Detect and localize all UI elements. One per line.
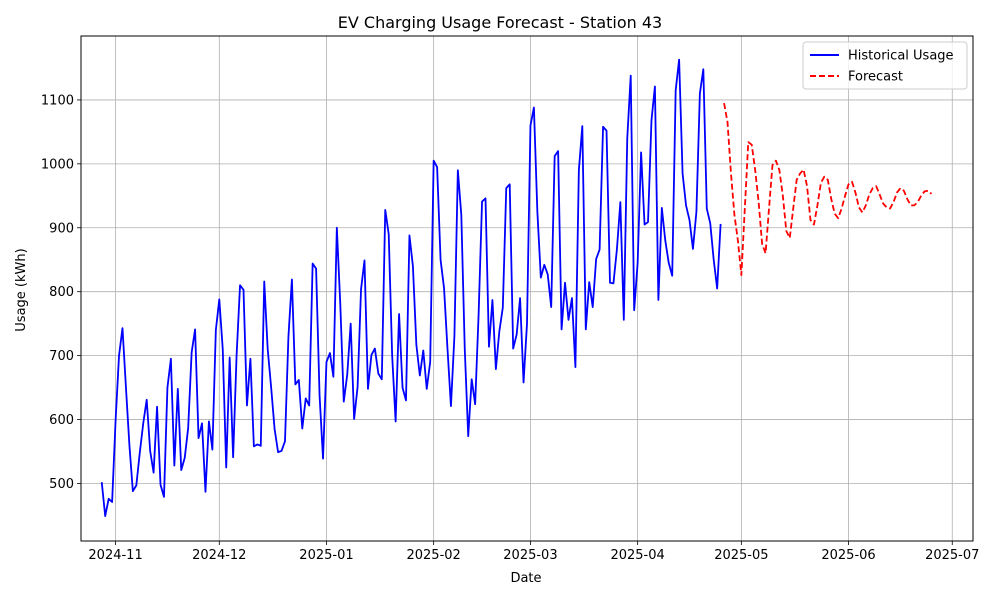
y-tick-label: 500	[49, 477, 74, 492]
legend-label-historical: Historical Usage	[848, 49, 954, 64]
y-tick-label: 700	[49, 349, 74, 364]
x-tick-label: 2025-04	[610, 548, 664, 563]
x-tick-label: 2024-12	[192, 548, 246, 563]
y-tick-label: 800	[49, 285, 74, 300]
y-tick-label: 1100	[41, 93, 74, 108]
series-layer	[100, 58, 933, 517]
x-tick-label: 2024-11	[88, 548, 142, 563]
legend: Historical Usage Forecast	[802, 41, 968, 90]
y-axis-ticks: 500 600 700 800 900 1000 1100	[41, 93, 81, 492]
x-axis-ticks: 2024-11 2024-12 2025-01 2025-02 2025-03 2025-…	[88, 541, 979, 563]
y-tick-label: 1000	[41, 157, 74, 172]
x-tick-label: 2025-03	[503, 548, 557, 563]
y-axis-label: Usage (kWh)	[14, 248, 29, 331]
legend-box	[802, 41, 968, 90]
legend-label-forecast: Forecast	[848, 70, 903, 85]
x-axis-label: Date	[510, 571, 541, 586]
x-tick-label: 2025-07	[925, 548, 979, 563]
plot-area-frame	[80, 35, 974, 542]
x-tick-label: 2025-01	[299, 548, 353, 563]
series-line-historical	[100, 58, 722, 517]
x-tick-label: 2025-05	[714, 548, 768, 563]
y-tick-label: 900	[49, 221, 74, 236]
x-tick-label: 2025-02	[406, 548, 460, 563]
y-tick-label: 600	[49, 413, 74, 428]
x-tick-label: 2025-06	[821, 548, 875, 563]
series-line-forecast	[723, 102, 933, 276]
chart-title: EV Charging Usage Forecast - Station 43	[338, 13, 662, 32]
